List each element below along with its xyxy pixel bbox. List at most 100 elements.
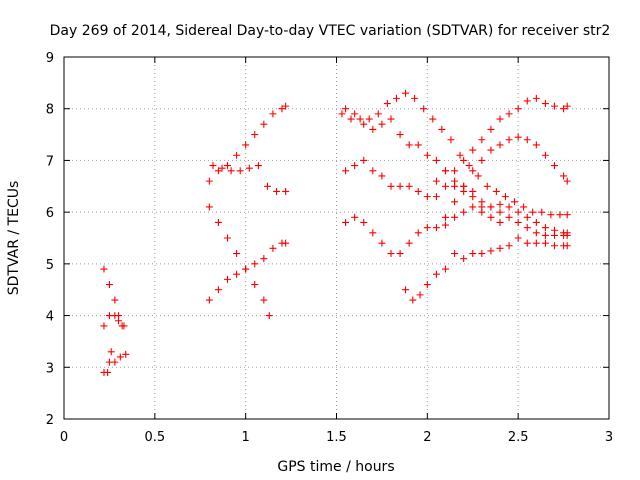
data-point	[563, 242, 571, 250]
data-point	[100, 322, 108, 330]
data-point	[469, 146, 477, 154]
data-point	[365, 115, 373, 123]
data-point	[451, 182, 459, 190]
data-point	[514, 218, 522, 226]
data-point	[442, 213, 449, 221]
data-point	[107, 348, 115, 356]
data-point	[116, 353, 124, 361]
data-point	[442, 265, 449, 273]
data-point	[420, 105, 428, 113]
data-point	[487, 213, 495, 221]
data-point	[396, 250, 404, 258]
data-point	[423, 281, 431, 289]
data-point	[402, 286, 410, 294]
data-point	[469, 203, 477, 211]
y-tick-label: 5	[46, 258, 54, 273]
data-point	[245, 164, 253, 172]
data-point	[496, 115, 504, 123]
data-point	[460, 156, 468, 164]
data-point	[369, 229, 377, 237]
data-point	[347, 115, 355, 123]
data-point	[387, 182, 395, 190]
data-point	[478, 156, 486, 164]
y-axis-label: SDTVAR / TECUs	[6, 181, 22, 296]
data-point	[405, 182, 413, 190]
data-point	[342, 167, 350, 175]
data-point	[465, 162, 473, 170]
data-point	[523, 224, 531, 232]
data-point	[263, 182, 271, 190]
data-point	[478, 208, 486, 216]
data-point	[429, 115, 437, 123]
data-point	[227, 167, 235, 175]
data-point	[111, 312, 119, 320]
data-point	[442, 182, 449, 190]
data-point	[423, 224, 431, 232]
data-point	[378, 239, 386, 247]
data-point	[251, 260, 259, 268]
data-point	[351, 110, 359, 118]
data-point	[432, 177, 440, 185]
data-point	[451, 167, 459, 175]
data-point	[360, 156, 368, 164]
data-point	[104, 368, 112, 376]
data-point	[282, 239, 290, 247]
data-point	[514, 208, 522, 216]
data-point	[115, 317, 122, 325]
data-point	[214, 218, 222, 226]
data-point	[514, 105, 522, 113]
data-point	[529, 208, 537, 216]
data-point	[351, 162, 359, 170]
data-point	[460, 255, 468, 263]
x-tick-label: 0.5	[144, 430, 165, 445]
data-point	[469, 193, 477, 201]
data-point	[392, 94, 400, 102]
data-point	[496, 200, 504, 208]
data-point	[556, 211, 564, 219]
y-tick-label: 6	[46, 206, 54, 221]
data-point	[205, 203, 213, 211]
data-point	[551, 102, 558, 110]
data-point	[460, 208, 468, 216]
y-tick-label: 8	[46, 103, 54, 118]
data-point	[369, 125, 377, 133]
data-point	[265, 312, 273, 320]
data-point	[505, 136, 513, 144]
data-point	[387, 115, 395, 123]
data-point	[451, 198, 459, 206]
data-point	[442, 167, 449, 175]
data-point	[342, 105, 350, 113]
data-point	[523, 97, 531, 105]
data-point	[487, 125, 495, 133]
data-point	[487, 247, 495, 255]
data-point	[501, 193, 509, 201]
data-point	[447, 136, 455, 144]
data-point	[214, 167, 222, 175]
x-axis-label: GPS time / hours	[277, 459, 394, 475]
data-point	[405, 239, 413, 247]
data-point	[438, 125, 446, 133]
data-point	[547, 211, 555, 219]
data-point	[383, 100, 391, 108]
data-point	[224, 162, 231, 170]
data-point	[260, 296, 268, 304]
data-point	[514, 234, 522, 242]
data-point	[233, 250, 241, 258]
data-point	[460, 182, 468, 190]
data-point	[414, 187, 422, 195]
data-point	[483, 182, 491, 190]
data-point	[360, 218, 368, 226]
data-point	[551, 162, 558, 170]
data-point	[122, 350, 130, 358]
data-point	[120, 322, 128, 330]
y-tick-label: 3	[46, 361, 54, 376]
data-points	[100, 89, 571, 376]
data-point	[563, 211, 571, 219]
data-point	[496, 218, 504, 226]
data-point	[236, 167, 244, 175]
data-point	[469, 250, 477, 258]
data-point	[505, 110, 513, 118]
data-point	[111, 358, 119, 366]
data-point	[432, 270, 440, 278]
